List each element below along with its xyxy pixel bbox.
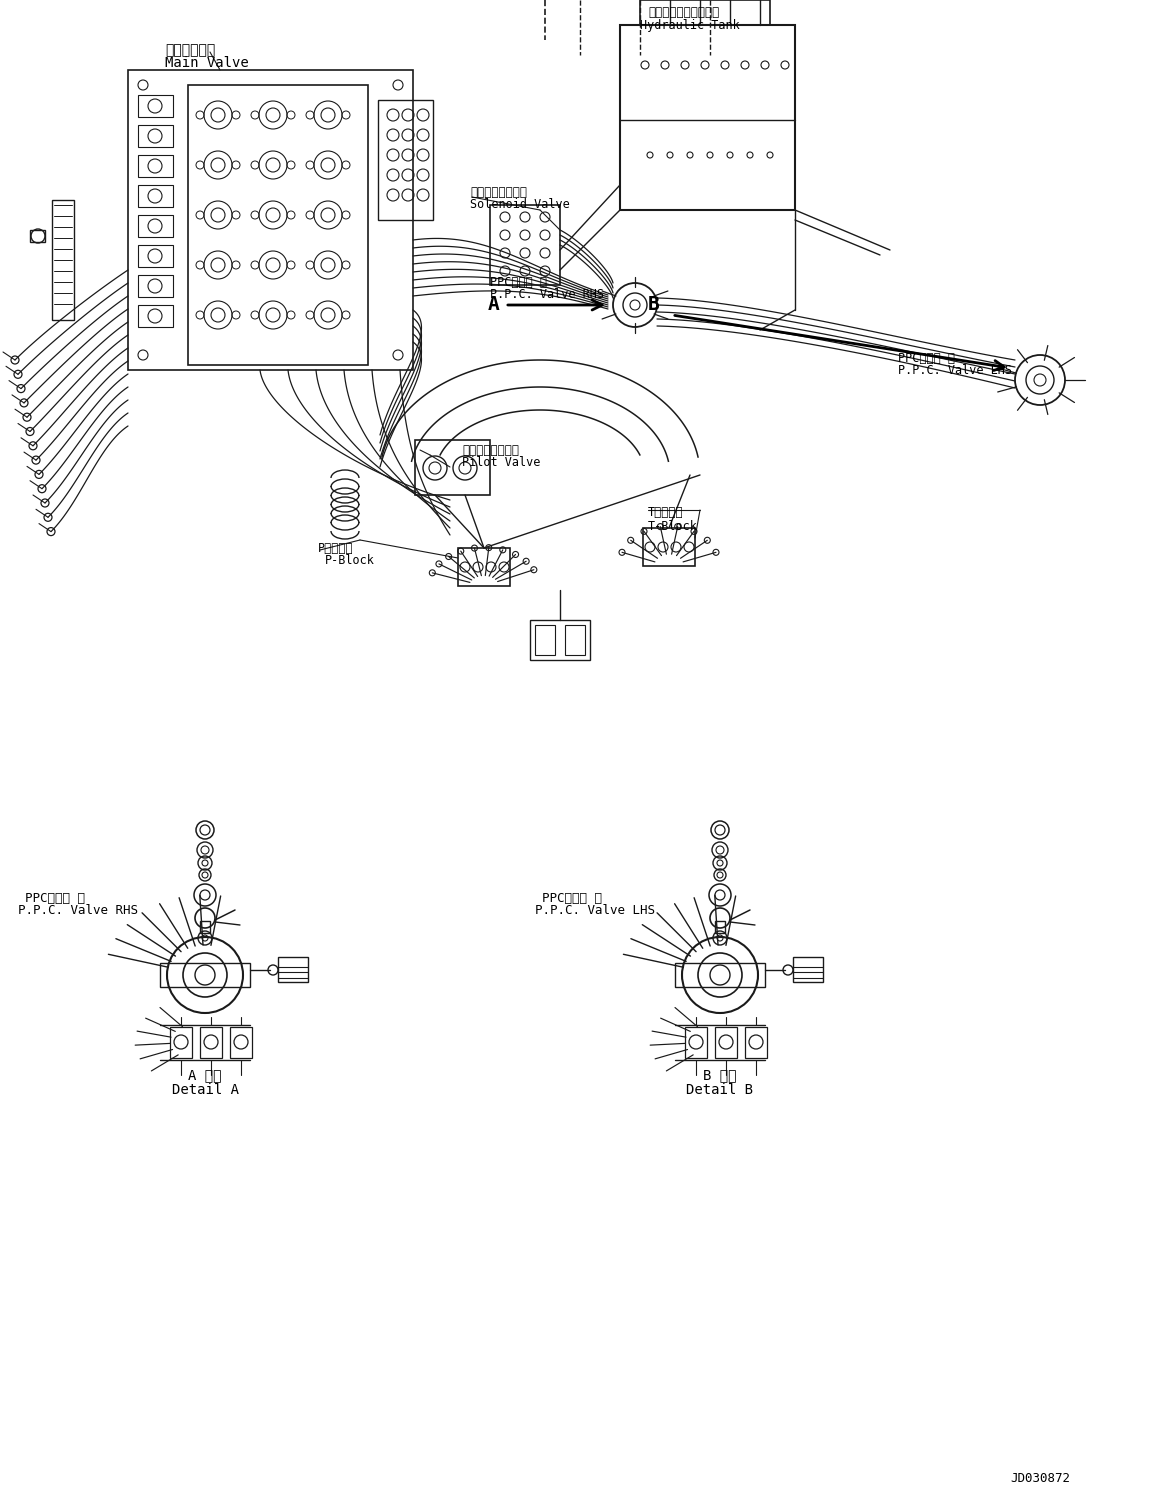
Text: Detail A: Detail A: [171, 1082, 238, 1097]
Bar: [128, 70, 413, 370]
Bar: [230, 1027, 252, 1059]
Text: P.P.C. Valve RHS: P.P.C. Valve RHS: [17, 905, 138, 917]
Text: PPCバルブ 左: PPCバルブ 左: [898, 352, 955, 364]
Bar: [675, 963, 765, 987]
Text: P.P.C. Valve RHS: P.P.C. Valve RHS: [490, 288, 604, 301]
Bar: [490, 204, 561, 285]
Bar: [715, 1027, 737, 1059]
Text: Main Valve: Main Valve: [165, 57, 249, 70]
Text: B: B: [648, 295, 659, 315]
Bar: [138, 245, 173, 267]
Text: Detail B: Detail B: [686, 1082, 754, 1097]
Text: JD030872: JD030872: [1009, 1472, 1070, 1485]
Bar: [715, 921, 725, 933]
Bar: [138, 215, 173, 237]
Text: Tブロック: Tブロック: [648, 507, 684, 519]
Bar: [30, 230, 45, 242]
Bar: [530, 620, 590, 661]
Text: PPCバルブ 右: PPCバルブ 右: [24, 892, 85, 905]
Bar: [685, 1027, 707, 1059]
Bar: [535, 625, 555, 655]
Text: ハイドロリックタンク: ハイドロリックタンク: [648, 6, 719, 18]
Bar: [138, 185, 173, 207]
Text: P-Block: P-Block: [324, 555, 374, 568]
Bar: [52, 200, 74, 321]
Bar: [200, 921, 211, 933]
Bar: [138, 95, 173, 116]
Text: Pブロック: Pブロック: [317, 541, 354, 555]
Text: メインバルブ: メインバルブ: [165, 43, 215, 57]
Text: A 詳細: A 詳細: [188, 1068, 222, 1082]
Bar: [278, 957, 308, 983]
Bar: [138, 125, 173, 148]
Bar: [200, 1027, 222, 1059]
Text: T-Block: T-Block: [648, 519, 698, 532]
Text: Hydraulic Tank: Hydraulic Tank: [640, 19, 740, 33]
Bar: [458, 549, 511, 586]
Bar: [565, 625, 585, 655]
Bar: [138, 155, 173, 177]
Bar: [160, 963, 250, 987]
Bar: [170, 1027, 192, 1059]
Text: ソレノイドバルブ: ソレノイドバルブ: [470, 186, 527, 200]
Bar: [138, 274, 173, 297]
Text: Solenoid Valve: Solenoid Valve: [470, 198, 570, 212]
Bar: [643, 528, 695, 567]
Text: PPCバルブ 左: PPCバルブ 左: [542, 892, 602, 905]
Bar: [415, 440, 490, 495]
Text: パイロットバルブ: パイロットバルブ: [462, 443, 519, 456]
Text: PPCバルブ 右: PPCバルブ 右: [490, 276, 547, 288]
Text: P.P.C. Valve LHS: P.P.C. Valve LHS: [535, 905, 655, 917]
Bar: [620, 25, 795, 210]
Bar: [745, 1027, 768, 1059]
Text: P.P.C. Valve LHS: P.P.C. Valve LHS: [898, 364, 1012, 377]
Text: Pilot Valve: Pilot Valve: [462, 455, 541, 468]
Bar: [138, 306, 173, 327]
Text: B 詳細: B 詳細: [704, 1068, 736, 1082]
Bar: [793, 957, 823, 983]
Bar: [378, 100, 433, 221]
Text: A: A: [488, 295, 500, 315]
Bar: [640, 0, 770, 25]
Bar: [188, 85, 368, 365]
